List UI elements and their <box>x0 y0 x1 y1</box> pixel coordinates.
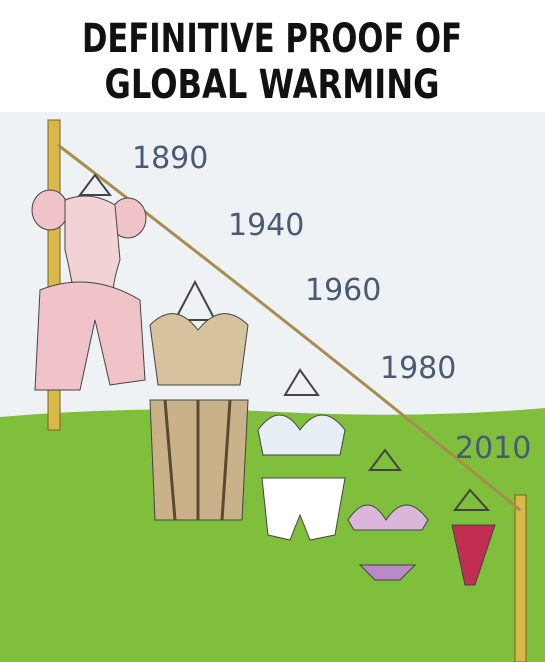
year-label: 2010 <box>455 431 531 466</box>
page: DEFINITIVE PROOF OF GLOBAL WARMING 1890 … <box>0 0 545 662</box>
pole-right <box>515 495 526 662</box>
year-label: 1960 <box>305 273 381 308</box>
cartoon: DEFINITIVE PROOF OF GLOBAL WARMING 1890 … <box>0 0 545 662</box>
title-line: GLOBAL WARMING <box>105 62 440 108</box>
year-label: 1980 <box>380 351 456 386</box>
year-label: 1940 <box>228 208 304 243</box>
year-label: 1890 <box>132 141 208 176</box>
title-line: DEFINITIVE PROOF OF <box>82 16 462 62</box>
